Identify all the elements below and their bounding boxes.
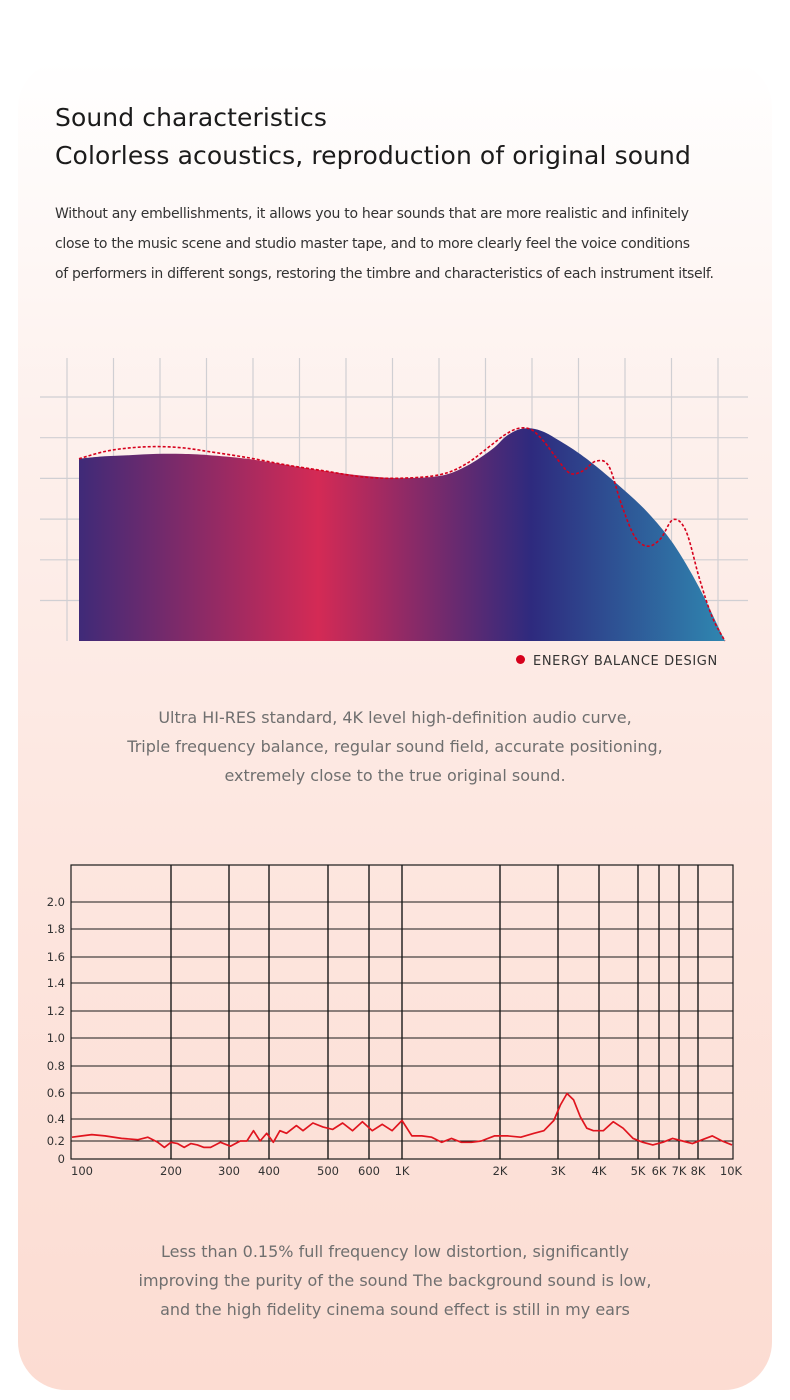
- legend-label: ENERGY BALANCE DESIGN: [533, 654, 718, 669]
- bottom-description: Less than 0.15% full frequency low disto…: [0, 1237, 790, 1324]
- y-tick-label: 1.6: [47, 950, 65, 964]
- x-tick-label: 1K: [395, 1164, 410, 1178]
- x-tick-label: 6K: [652, 1164, 667, 1178]
- y-tick-label: 0.8: [47, 1059, 65, 1073]
- section-heading: Sound characteristics: [55, 103, 327, 132]
- y-tick-label: 0.4: [47, 1112, 65, 1126]
- x-tick-label: 10K: [720, 1164, 743, 1178]
- x-tick-label: 4K: [592, 1164, 607, 1178]
- x-tick-label: 2K: [493, 1164, 508, 1178]
- chart-legend: ENERGY BALANCE DESIGN: [516, 654, 718, 669]
- description-line: extremely close to the true original sou…: [224, 766, 566, 785]
- description-line: Triple frequency balance, regular sound …: [127, 737, 663, 756]
- intro-line: close to the music scene and studio mast…: [55, 236, 690, 252]
- intro-paragraph: Without any embellishments, it allows yo…: [55, 199, 765, 289]
- x-tick-label: 600: [358, 1164, 380, 1178]
- middle-description: Ultra HI-RES standard, 4K level high-def…: [0, 703, 790, 790]
- description-line: Ultra HI-RES standard, 4K level high-def…: [158, 708, 632, 727]
- x-tick-label: 7K: [672, 1164, 687, 1178]
- intro-line: Without any embellishments, it allows yo…: [55, 206, 689, 222]
- x-tick-label: 100: [71, 1164, 93, 1178]
- y-tick-label: 2.0: [47, 895, 65, 909]
- y-tick-label: 1.2: [47, 1004, 65, 1018]
- x-tick-label: 300: [218, 1164, 240, 1178]
- x-tick-label: 3K: [551, 1164, 566, 1178]
- legend-dot: [516, 655, 525, 664]
- y-tick-label: 1.4: [47, 976, 65, 990]
- description-line: Less than 0.15% full frequency low disto…: [160, 1242, 629, 1261]
- energy-balance-chart: [40, 358, 748, 642]
- section-subheading: Colorless acoustics, reproduction of ori…: [55, 141, 691, 170]
- y-tick-label: 0.2: [47, 1134, 65, 1148]
- y-tick-label: 0: [58, 1152, 65, 1166]
- distortion-chart: 0 0.2 0.4 0.6 0.8 1.0 1.2 1.4 1.6 1.8 2.0 100 200 300…: [47, 864, 743, 1178]
- y-tick-label: 1.8: [47, 922, 65, 936]
- content-card: [18, 60, 772, 1390]
- description-line: and the high fidelity cinema sound effec…: [160, 1300, 630, 1319]
- x-tick-label: 200: [160, 1164, 182, 1178]
- intro-line: of performers in different songs, restor…: [55, 266, 714, 282]
- description-line: improving the purity of the sound The ba…: [138, 1271, 652, 1290]
- x-tick-label: 400: [258, 1164, 280, 1178]
- energy-area-series: [79, 428, 725, 641]
- x-tick-label: 500: [317, 1164, 339, 1178]
- distortion-line: [71, 1092, 733, 1149]
- x-tick-label: 5K: [631, 1164, 646, 1178]
- x-tick-label: 8K: [691, 1164, 706, 1178]
- y-tick-label: 0.6: [47, 1086, 65, 1100]
- y-tick-label: 1.0: [47, 1031, 65, 1045]
